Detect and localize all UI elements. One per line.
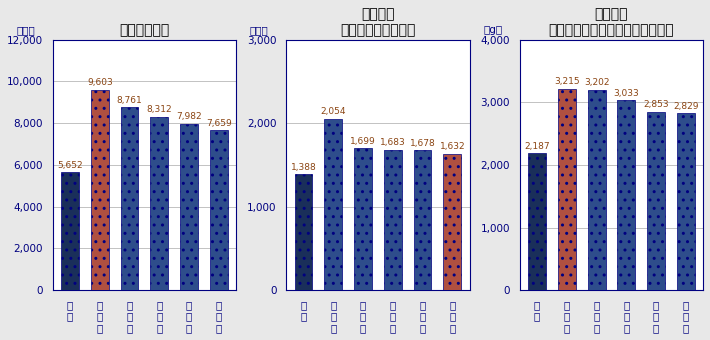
- Bar: [414, 150, 432, 290]
- Text: 1,683: 1,683: [380, 138, 405, 147]
- Text: （g）: （g）: [484, 25, 503, 35]
- Text: 3,033: 3,033: [613, 89, 639, 98]
- Bar: [121, 107, 138, 290]
- Text: 1,388: 1,388: [290, 163, 317, 172]
- Text: 3,202: 3,202: [584, 78, 609, 87]
- Text: 2,853: 2,853: [643, 100, 669, 109]
- Text: 1,632: 1,632: [439, 142, 465, 151]
- Bar: [61, 172, 79, 290]
- Bar: [210, 130, 228, 290]
- Bar: [151, 117, 168, 290]
- Bar: [295, 174, 312, 290]
- Text: （円）: （円）: [16, 25, 35, 35]
- Title: コーヒー
（豆、インスタントコーヒー等）: コーヒー （豆、インスタントコーヒー等）: [549, 7, 674, 37]
- Title: 冷凍調理食品: 冷凍調理食品: [119, 23, 170, 37]
- Bar: [618, 100, 635, 290]
- Bar: [354, 148, 372, 290]
- Text: 8,312: 8,312: [146, 105, 172, 114]
- Text: 8,761: 8,761: [116, 96, 143, 105]
- Bar: [384, 150, 402, 290]
- Text: 2,829: 2,829: [673, 102, 699, 110]
- Bar: [324, 119, 342, 290]
- Bar: [180, 123, 198, 290]
- Text: 7,982: 7,982: [176, 112, 202, 121]
- Bar: [677, 113, 694, 290]
- Bar: [91, 90, 109, 290]
- Text: 2,054: 2,054: [320, 107, 346, 116]
- Text: 3,215: 3,215: [554, 77, 579, 86]
- Title: 他の茶葉
（玄米茶、麦茶等）: 他の茶葉 （玄米茶、麦茶等）: [340, 7, 415, 37]
- Bar: [647, 112, 665, 290]
- Bar: [588, 90, 606, 290]
- Bar: [443, 154, 462, 290]
- Bar: [558, 89, 576, 290]
- Text: （円）: （円）: [250, 25, 268, 35]
- Text: 9,603: 9,603: [87, 78, 113, 87]
- Text: 1,699: 1,699: [350, 137, 376, 146]
- Text: 7,659: 7,659: [206, 119, 231, 128]
- Text: 2,187: 2,187: [524, 142, 550, 151]
- Text: 5,652: 5,652: [58, 161, 83, 170]
- Bar: [528, 153, 546, 290]
- Text: 1,678: 1,678: [410, 139, 435, 148]
